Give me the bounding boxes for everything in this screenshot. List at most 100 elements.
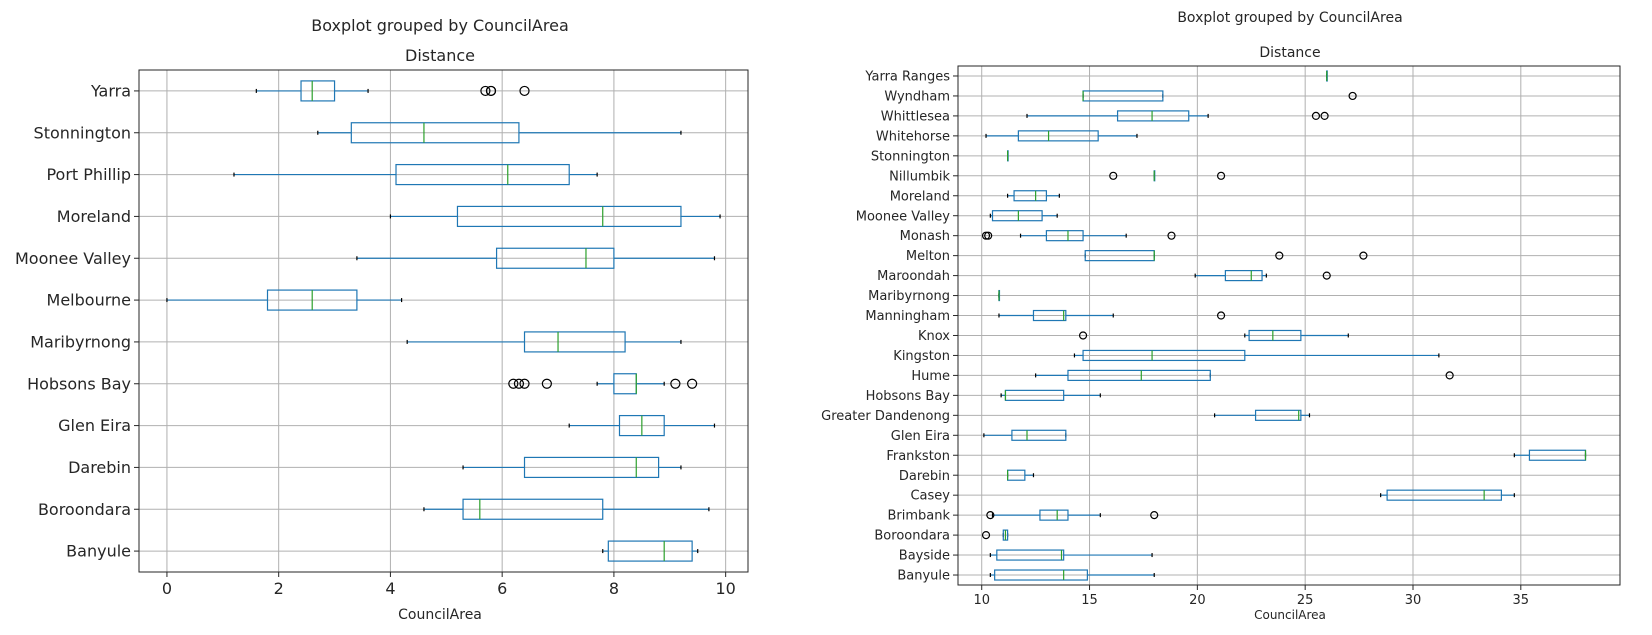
right-category-label: Nillumbik (889, 169, 950, 184)
right-xtick-label: 20 (1189, 593, 1206, 608)
left-boxplot-panel: Boxplot grouped by CouncilArea Distance … (15, 16, 749, 623)
left-category-label: Melbourne (47, 291, 131, 310)
right-xtick-label: 15 (1081, 593, 1098, 608)
outlier-point (1216, 311, 1226, 320)
right-category-label: Bayside (899, 549, 950, 564)
iqr-box (1032, 309, 1067, 322)
left-xtick-label: 6 (497, 579, 507, 598)
right-category-label: Kingston (893, 349, 950, 364)
left-xtick-label: 2 (274, 579, 284, 598)
outlier-point (984, 231, 993, 240)
iqr-box (1248, 329, 1302, 342)
iqr-box (607, 540, 693, 562)
right-box-bayside (989, 549, 1153, 561)
iqr-box (300, 80, 336, 102)
left-category-label: Yarra (90, 82, 131, 101)
outlier-point (480, 85, 491, 97)
left-box-melbourne (166, 289, 403, 311)
iqr-box (1013, 190, 1048, 202)
left-suptitle: Boxplot grouped by CouncilArea (311, 16, 569, 35)
right-box-hobsons-bay (1000, 389, 1101, 401)
left-box-glen-eira (568, 414, 716, 437)
outlier-point (1311, 111, 1321, 121)
right-category-label: Wyndham (884, 89, 950, 104)
left-category-label: Moonee Valley (15, 249, 131, 268)
left-box-boroondara (423, 498, 710, 520)
left-category-label: Darebin (68, 458, 131, 477)
right-xtick-label: 35 (1513, 593, 1530, 608)
iqr-box (1224, 269, 1263, 282)
outlier-point (1275, 251, 1284, 260)
outlier-point (508, 378, 519, 389)
outlier-point (519, 85, 530, 97)
left-xlabel: CouncilArea (398, 607, 482, 623)
right-suptitle: Boxplot grouped by CouncilArea (1177, 10, 1402, 26)
right-box-stonnington (1006, 150, 1009, 162)
right-box-moreland (1006, 190, 1060, 202)
outlier-point (1150, 511, 1159, 520)
outlier-point (1322, 271, 1331, 280)
left-box-stonnington (317, 122, 682, 144)
outlier-point (986, 511, 995, 520)
iqr-box (1039, 509, 1069, 521)
right-title: Distance (1259, 45, 1320, 61)
iqr-box (1067, 369, 1211, 382)
right-category-label: Moonee Valley (856, 209, 951, 224)
iqr-box (462, 498, 604, 520)
right-category-label: Yarra Ranges (864, 70, 950, 85)
right-category-label: Greater Dandenong (821, 409, 950, 424)
right-box-nillumbik (1109, 170, 1226, 182)
left-category-label: Moreland (57, 207, 131, 226)
outlier-point (1320, 111, 1329, 121)
right-box-greater-dandenong (1214, 409, 1311, 421)
left-category-label: Boroondara (38, 500, 131, 519)
right-category-label: Frankston (886, 449, 950, 464)
right-box-yarra-ranges (1326, 70, 1328, 82)
left-category-label: Hobsons Bay (27, 374, 131, 393)
right-category-label: Whitehorse (876, 129, 950, 144)
right-category-label: Knox (918, 329, 950, 344)
outlier-point (1216, 171, 1226, 180)
left-category-label: Port Phillip (46, 165, 131, 184)
outlier-point (670, 378, 681, 389)
left-plot-area: 0 2 4 6 8 10 Yarra Stonnington Port Phillip Morel… (15, 69, 749, 598)
iqr-box (991, 210, 1043, 222)
left-xtick-label: 10 (715, 579, 735, 598)
iqr-box (996, 549, 1065, 561)
iqr-box (456, 205, 682, 228)
right-box-kingston (1073, 349, 1440, 362)
right-box-glen-eira (983, 429, 1067, 441)
right-category-label: Melton (906, 249, 950, 264)
right-category-label: Maroondah (877, 269, 950, 284)
right-axes-frame (957, 65, 1621, 586)
iqr-box (1082, 349, 1246, 362)
right-box-wyndham (1082, 90, 1357, 102)
iqr-box (1045, 230, 1084, 242)
left-axes-frame (138, 69, 749, 573)
left-category-label: Stonnington (34, 123, 131, 142)
right-box-knox (1078, 329, 1349, 342)
left-box-moonee-valley (356, 247, 716, 269)
outlier-point (1445, 371, 1454, 380)
iqr-box (994, 569, 1088, 581)
right-box-maribyrnong (998, 289, 1001, 302)
right-xtick-label: 30 (1405, 593, 1422, 608)
left-box-hobsons-bay (508, 373, 698, 395)
left-box-port-phillip (233, 163, 598, 186)
right-category-label: Banyule (897, 569, 950, 584)
right-box-boroondara (981, 529, 1009, 541)
right-box-hume (1035, 369, 1454, 382)
right-category-label: Hobsons Bay (866, 389, 951, 404)
outlier-point (687, 378, 698, 389)
outlier-point (1109, 171, 1118, 180)
right-category-label: Moreland (890, 189, 950, 204)
outlier-point (485, 85, 497, 97)
left-category-label: Banyule (66, 542, 131, 561)
iqr-box (1386, 489, 1503, 501)
left-category-label: Maribyrnong (30, 333, 131, 352)
right-category-label: Manningham (865, 309, 950, 324)
right-xtick-label: 10 (973, 593, 990, 608)
right-category-label: Hume (911, 369, 950, 384)
right-category-label: Casey (910, 489, 950, 504)
iqr-box (1254, 409, 1302, 421)
